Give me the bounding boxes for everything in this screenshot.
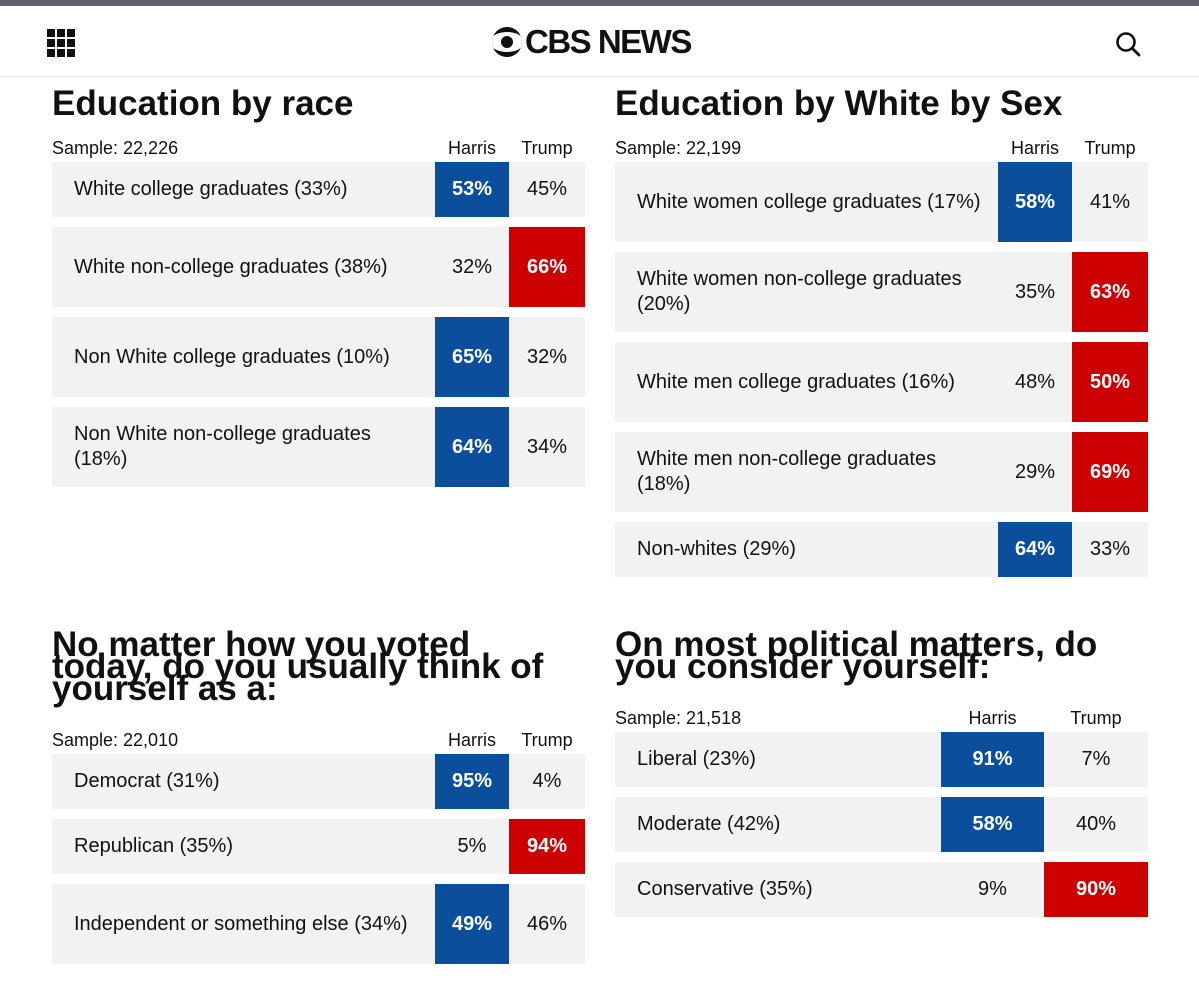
site-header: CBS NEWS <box>0 6 1199 77</box>
sample-size: Sample: 22,010 <box>52 730 179 750</box>
harris-percent: 53% <box>435 162 509 217</box>
harris-percent: 95% <box>435 754 509 809</box>
harris-percent: 58% <box>998 162 1072 242</box>
logo-text: CBS NEWS <box>525 23 692 60</box>
harris-percent: 5% <box>457 835 487 857</box>
table-row: Independent or something else (34%) 49% 46… <box>52 884 585 964</box>
panel-political-ideology: On most political matters, do you consid… <box>615 622 1148 927</box>
harris-percent: 29% <box>1014 460 1056 483</box>
table-row: Republican (35%) 5% 94% <box>52 819 585 874</box>
trump-percent: 46% <box>526 912 568 935</box>
trump-percent: 32% <box>526 345 568 368</box>
trump-percent: 45% <box>526 178 568 200</box>
row-label: Liberal (23%) <box>637 748 756 770</box>
harris-percent: 35% <box>1014 280 1056 303</box>
search-icon[interactable] <box>1115 31 1141 57</box>
trump-percent: 7% <box>1081 748 1111 770</box>
sample-size: Sample: 22,226 <box>52 138 179 158</box>
harris-percent: 9% <box>978 878 1007 900</box>
table-row: Non White college graduates (10%) 65% 32% <box>52 317 585 397</box>
row-label: White men non-college graduates (18%) <box>637 448 937 495</box>
harris-percent: 49% <box>435 884 509 964</box>
results-table: Democrat (31%) 95% 4% Republican (35%) 5% 94%… <box>52 754 585 964</box>
trump-percent: 34% <box>526 435 568 458</box>
trump-percent: 63% <box>1072 252 1148 332</box>
column-header: Sample: 22,010 Harris Trump <box>52 724 585 752</box>
top-strip <box>0 0 1199 6</box>
column-header: Sample: 22,199 Harris Trump <box>615 132 1148 160</box>
sample-size: Sample: 21,518 <box>615 708 742 728</box>
harris-percent: 58% <box>941 797 1044 852</box>
panel-title: Education by White by Sex <box>615 84 1063 123</box>
table-row: White men non-college graduates (18%) 29%… <box>615 432 1148 512</box>
trump-percent: 90% <box>1044 862 1148 917</box>
column-header: Sample: 21,518 Harris Trump <box>615 702 1148 730</box>
row-label: White women non-college graduates (20%) <box>637 268 962 315</box>
trump-column-label: Trump <box>521 730 573 750</box>
row-label: White women college graduates (17%) <box>637 190 981 213</box>
harris-column-label: Harris <box>1011 138 1059 158</box>
panel-title-line: yourself as a: <box>52 669 278 708</box>
trump-percent: 4% <box>532 770 562 792</box>
row-label: Conservative (35%) <box>637 878 813 900</box>
table-row: White non-college graduates (38%) 32% 66% <box>52 227 585 307</box>
harris-percent: 91% <box>941 732 1044 787</box>
trump-percent: 40% <box>1075 813 1117 835</box>
sample-size: Sample: 22,199 <box>615 138 742 158</box>
trump-percent: 41% <box>1089 190 1131 213</box>
column-header: Sample: 22,226 Harris Trump <box>52 132 585 160</box>
row-label: White college graduates (33%) <box>74 178 348 200</box>
panel-education-by-race: Education by race Sample: 22,226 Harris … <box>52 84 585 497</box>
table-row: Democrat (31%) 95% 4% <box>52 754 585 809</box>
table-row: Moderate (42%) 58% 40% <box>615 797 1148 852</box>
trump-percent: 94% <box>509 819 585 874</box>
row-label: Moderate (42%) <box>637 813 781 835</box>
harris-column-label: Harris <box>448 138 496 158</box>
harris-percent: 65% <box>435 317 509 397</box>
row-label: White non-college graduates (38%) <box>74 255 388 278</box>
row-label: Democrat (31%) <box>74 770 220 792</box>
results-table: White college graduates (33%) 53% 45% White… <box>52 162 585 487</box>
trump-column-label: Trump <box>521 138 573 158</box>
panel-education-by-white-by-sex: Education by White by Sex Sample: 22,199… <box>615 84 1148 587</box>
table-row: Liberal (23%) 91% 7% <box>615 732 1148 787</box>
trump-percent: 50% <box>1072 342 1148 422</box>
panel-party-identification: No matter how you voted today, do you us… <box>52 622 585 974</box>
panel-title: On most political matters, do you consid… <box>615 622 1148 686</box>
panel-title-line: you consider yourself: <box>615 647 991 686</box>
grid-menu-icon[interactable] <box>47 29 75 57</box>
harris-column-label: Harris <box>448 730 496 750</box>
table-row: White men college graduates (16%) 48% 50% <box>615 342 1148 422</box>
trump-column-label: Trump <box>1070 708 1122 728</box>
row-label: Republican (35%) <box>74 835 233 857</box>
row-label: Independent or something else (34%) <box>74 912 408 935</box>
harris-percent: 64% <box>435 407 509 487</box>
table-row: White women college graduates (17%) 58% 41… <box>615 162 1148 242</box>
trump-percent: 69% <box>1072 432 1148 512</box>
trump-percent: 66% <box>509 227 585 307</box>
table-row: White women non-college graduates (20%) 3… <box>615 252 1148 332</box>
panel-title: No matter how you voted today, do you us… <box>52 622 585 708</box>
panel-title: Education by race <box>52 84 354 123</box>
harris-column-label: Harris <box>968 708 1017 728</box>
cbs-news-logo[interactable]: CBS NEWS <box>492 23 692 60</box>
trump-column-label: Trump <box>1084 138 1136 158</box>
results-table: White women college graduates (17%) 58% 41… <box>615 162 1148 577</box>
row-label: Non White non-college graduates (18%) <box>74 423 371 470</box>
row-label: Non White college graduates (10%) <box>74 345 390 368</box>
harris-percent: 48% <box>1014 370 1056 393</box>
results-table: Liberal (23%) 91% 7% Moderate (42%) 58% 40% Co… <box>615 732 1148 917</box>
harris-percent: 64% <box>998 522 1072 577</box>
row-label: White men college graduates (16%) <box>637 370 955 393</box>
table-row: Non White non-college graduates (18%) 64%… <box>52 407 585 487</box>
table-row: Conservative (35%) 9% 90% <box>615 862 1148 917</box>
table-row: White college graduates (33%) 53% 45% <box>52 162 585 217</box>
trump-percent: 33% <box>1089 538 1131 560</box>
row-label: Non-whites (29%) <box>637 538 796 560</box>
cbs-eye-icon <box>492 27 522 57</box>
harris-percent: 32% <box>451 255 493 278</box>
table-row: Non-whites (29%) 64% 33% <box>615 522 1148 577</box>
